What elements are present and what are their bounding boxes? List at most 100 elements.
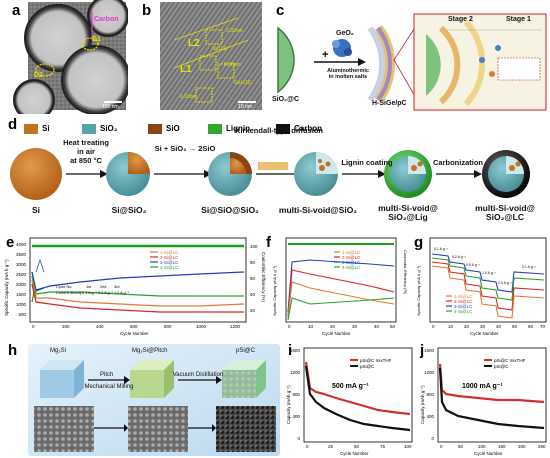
svg-text:50: 50 (390, 324, 396, 329)
panel-label-d: d (8, 116, 18, 133)
legend-e-4: 4-Si@LC (160, 265, 179, 270)
svg-text:30: 30 (480, 324, 486, 329)
svg-text:50: 50 (458, 444, 464, 449)
svg-text:1600: 1600 (424, 348, 435, 353)
rate-label-4: 1.0 A g⁻¹ (482, 271, 497, 275)
label-geo2: GeO₂ (336, 30, 354, 37)
svg-text:Cycle Number: Cycle Number (120, 331, 149, 336)
legend-label-sio: SiO (166, 124, 180, 134)
svg-text:400: 400 (426, 414, 434, 419)
chart-g: 0.1 A g⁻¹ 0.2 A g⁻¹ 0.5 A g⁻¹ 1.0 A g⁻¹ … (416, 237, 547, 336)
panel-e: e 4000 3500 3000 2500 2000 1500 1000 500 0 20… (0, 232, 268, 338)
annotation-d1: D1 (92, 36, 101, 43)
panel-label-f: f (266, 234, 271, 251)
panel-d: d Si SiO₂ SiO Lignin Carbon (0, 114, 550, 230)
svg-text:2500: 2500 (16, 272, 27, 277)
legend-e-3: 3-Si@LC (160, 260, 179, 265)
svg-text:Specific Capacity (mA h g⁻¹): Specific Capacity (mA h g⁻¹) (416, 265, 421, 316)
schematic-c: + (277, 13, 547, 111)
legend-d: Si SiO₂ SiO Lignin Carbon (24, 124, 324, 144)
tem-image-a (13, 0, 128, 114)
svg-text:400: 400 (292, 414, 300, 419)
swatch-sio2 (82, 124, 96, 134)
swatch-carbon (276, 124, 290, 134)
note-rate-1: 0.1 A g⁻¹ (82, 291, 98, 295)
svg-text:+: + (322, 49, 328, 61)
svg-text:20: 20 (250, 308, 256, 313)
schematic-h (28, 344, 280, 456)
svg-text:800: 800 (164, 324, 172, 329)
annotation-d-spacing-3: 0.33nm (180, 94, 197, 100)
label-aluminothermic: Aluminothermic in molten salts (327, 68, 369, 80)
rate-label-j: 1000 mA g⁻¹ (462, 383, 503, 390)
svg-text:1200: 1200 (290, 370, 301, 375)
legend-item-sio: SiO (148, 124, 180, 134)
svg-text:30: 30 (352, 324, 358, 329)
svg-text:0: 0 (32, 324, 35, 329)
xlabel-i: Cycle Number (340, 451, 369, 456)
svg-text:0: 0 (288, 324, 291, 329)
svg-text:400: 400 (96, 324, 104, 329)
svg-text:Coulombic Efficiency (%): Coulombic Efficiency (%) (261, 252, 266, 302)
annotation-carbon: Carbon (94, 16, 119, 23)
legend-f-1: 1-Si@LC (342, 250, 361, 255)
svg-text:0: 0 (306, 444, 309, 449)
swatch-sio (148, 124, 162, 134)
legend-label-carbon: Carbon (294, 124, 322, 134)
svg-text:50: 50 (512, 324, 518, 329)
legend-g-1: 1-Si@LC (454, 294, 473, 299)
annotation-d-spacing-2: 0.38nm (224, 62, 241, 68)
legend-e-1: 1-Si@LC (160, 250, 179, 255)
svg-text:1200: 1200 (424, 370, 435, 375)
legend-i-2: pSi@C (360, 364, 375, 369)
svg-text:75: 75 (380, 444, 386, 449)
svg-text:25: 25 (328, 444, 334, 449)
svg-text:600: 600 (130, 324, 138, 329)
chart-f: 0 10 20 30 40 50 Cycle Number Specific Capaci… (272, 237, 408, 336)
note-2nd: 2nd (100, 285, 106, 289)
svg-text:100: 100 (404, 444, 412, 449)
box-label-mg2si: Mg₂Si (50, 348, 66, 354)
caption-si-sio2: Si@SiO₂ (111, 205, 147, 215)
chart-j: 1600 1200 800 400 0 0 50 100 150 200 250 Cycle Nu… (420, 347, 547, 456)
svg-text:100: 100 (478, 444, 486, 449)
swatch-si (24, 124, 38, 134)
svg-text:60: 60 (528, 324, 534, 329)
rate-label-6: 0.1 A g⁻¹ (522, 265, 537, 269)
legend-label-sio2: SiO₂ (100, 124, 118, 134)
panel-i: i 1600 1200 800 400 0 0 25 50 75 100 Cycle Numbe… (284, 340, 418, 458)
svg-text:10: 10 (308, 324, 314, 329)
step-lignin-coating: Lignin coating (341, 158, 393, 167)
svg-text:Specific Capacity (mA h g⁻¹): Specific Capacity (mA h g⁻¹) (272, 265, 277, 316)
legend-f-4: 4-Si@LC (342, 265, 361, 270)
scale-bar-label-a: 100 nm (102, 104, 119, 110)
chart-e: 4000 3500 3000 2500 2000 1500 1000 500 0 200 4… (4, 237, 266, 336)
svg-text:Coulombic Efficiency (%): Coulombic Efficiency (%) (403, 250, 408, 295)
svg-text:40: 40 (374, 324, 380, 329)
rate-label-i: 500 mA g⁻¹ (332, 383, 370, 390)
label-h-sige-pc: H-SiGe/pC (372, 100, 407, 107)
svg-text:40: 40 (496, 324, 502, 329)
svg-text:800: 800 (426, 392, 434, 397)
legend-f-2: 2-Si@LC (342, 255, 361, 260)
note-cycle-no: Cycle No. (56, 285, 72, 289)
caption-si: Si (31, 205, 41, 215)
scale-bar-label-b: 10 nm (238, 104, 252, 110)
svg-text:20: 20 (330, 324, 336, 329)
rate-label-1: 0.1 A g⁻¹ (434, 247, 449, 251)
legend-g-3: 3-Si@LC (454, 304, 473, 309)
label-sio2-at-c: SiO₂@C (272, 96, 300, 103)
svg-text:70: 70 (540, 324, 546, 329)
legend-label-lignin: Lignin (226, 124, 250, 134)
annotation-l1: L1 (180, 64, 192, 75)
note-rate-2: 0.2 A g⁻¹ (98, 291, 114, 295)
legend-j-1: pSi@C mixTHF (494, 358, 526, 363)
label-stage-1: Stage 1 (506, 16, 531, 23)
svg-text:50: 50 (354, 444, 360, 449)
svg-text:3000: 3000 (16, 262, 27, 267)
box-label-mg2si-pitch: Mg₂Si@Pitch (132, 348, 168, 354)
svg-text:800: 800 (292, 392, 300, 397)
xlabel-g: Cycle Number (470, 331, 499, 336)
legend-j-2: pSi@C (494, 364, 509, 369)
